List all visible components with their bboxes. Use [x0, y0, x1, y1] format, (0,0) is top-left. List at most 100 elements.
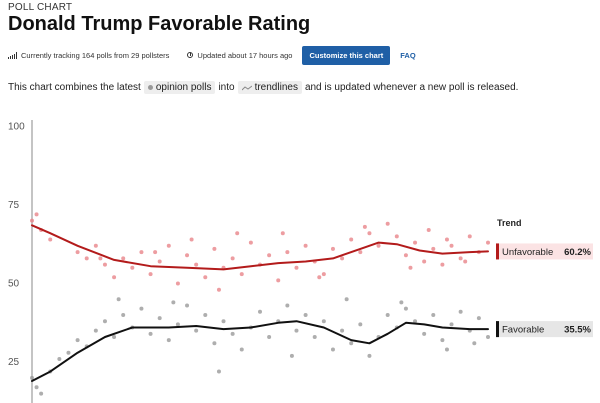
favorable-poll-point: [486, 334, 490, 339]
favorable-poll-point: [289, 353, 294, 358]
favorable-poll-point: [66, 350, 71, 355]
unfavorable-poll-point: [349, 237, 354, 242]
favorable-poll-point: [349, 341, 354, 346]
unfavorable-poll-point: [467, 234, 472, 239]
unfavorable-poll-point: [340, 256, 345, 261]
unfavorable-poll-point: [189, 237, 194, 242]
y-tick-label: 50: [8, 279, 20, 290]
unfavorable-poll-point: [408, 265, 413, 270]
unfavorable-poll-point: [112, 275, 117, 280]
unfavorable-poll-point: [139, 250, 144, 255]
meta-bar: Currently tracking 164 polls from 29 pol…: [8, 45, 416, 65]
description-after: and is updated whenever a new poll is re…: [304, 82, 519, 93]
faq-link[interactable]: FAQ: [400, 50, 416, 60]
unfavorable-poll-point: [166, 243, 171, 248]
unfavorable-poll-point: [486, 240, 490, 245]
clock-icon: [187, 52, 194, 58]
unfavorable-poll-point: [444, 237, 449, 242]
favorability-chart: 100 75 50 25 Trend Unfavorable 60.2% Favorable 3…: [8, 120, 593, 403]
favorable-poll-point: [34, 385, 39, 390]
favorable-poll-point: [449, 322, 454, 327]
tracking-text: Currently tracking 164 polls from 29 pol…: [21, 50, 170, 60]
unfavorable-poll-point: [239, 272, 244, 277]
unfavorable-poll-point: [212, 246, 217, 251]
unfavorable-poll-point: [93, 243, 98, 248]
unfavorable-label-marker: [496, 243, 499, 260]
favorable-series-name: Favorable: [502, 325, 544, 336]
customize-chart-button[interactable]: Customize this chart: [302, 45, 391, 65]
favorable-poll-point: [399, 300, 404, 305]
unfavorable-poll-point: [362, 224, 367, 229]
favorable-poll-point: [212, 341, 217, 346]
favorable-poll-point: [422, 331, 427, 336]
favorable-poll-point: [267, 334, 272, 339]
favorable-poll-point: [157, 316, 162, 321]
unfavorable-poll-point: [449, 243, 454, 248]
unfavorable-poll-point: [385, 221, 390, 226]
unfavorable-poll-point: [280, 231, 285, 236]
unfavorable-poll-point: [394, 234, 399, 239]
favorable-poll-point: [203, 312, 208, 317]
favorable-poll-point: [385, 312, 390, 317]
unfavorable-poll-point: [75, 250, 80, 255]
unfavorable-poll-point: [235, 231, 240, 236]
opinion-polls-chip: opinion polls: [143, 81, 216, 94]
trendlines-label: trendlines: [254, 82, 298, 93]
unfavorable-poll-point: [276, 278, 281, 283]
trendlines-chip: trendlines: [237, 81, 302, 94]
favorable-poll-point: [294, 328, 299, 333]
opinion-polls-label: opinion polls: [155, 82, 212, 93]
favorable-poll-point: [175, 322, 180, 327]
unfavorable-poll-point: [431, 246, 436, 251]
favorable-poll-point: [403, 306, 408, 311]
unfavorable-poll-point: [98, 256, 103, 261]
unfavorable-poll-point: [203, 275, 208, 280]
favorable-trendline: [31, 320, 489, 382]
legend-title: Trend: [497, 218, 522, 228]
favorable-poll-point: [112, 334, 117, 339]
favorable-poll-point: [344, 297, 349, 302]
favorable-poll-point: [285, 303, 290, 308]
favorable-poll-point: [75, 338, 80, 343]
favorable-poll-point: [413, 319, 418, 324]
unfavorable-label-background: [496, 243, 593, 260]
unfavorable-poll-point: [267, 253, 272, 258]
favorable-poll-point: [57, 356, 62, 361]
favorable-label-background: [496, 321, 593, 338]
unfavorable-poll-point: [403, 253, 408, 258]
favorable-poll-point: [230, 331, 235, 336]
favorable-poll-point: [166, 338, 171, 343]
updated-text: Updated about 17 hours ago: [197, 50, 293, 60]
description-middle: into: [218, 82, 235, 93]
unfavorable-poll-point: [175, 281, 180, 286]
poll-chart-eyebrow: POLL CHART: [8, 2, 73, 13]
unfavorable-poll-point: [367, 231, 372, 236]
unfavorable-poll-point: [422, 259, 427, 264]
unfavorable-poll-point: [30, 218, 34, 223]
unfavorable-poll-point: [148, 272, 153, 277]
unfavorable-poll-point: [321, 272, 326, 277]
favorable-poll-point: [444, 347, 449, 352]
y-tick-label: 25: [8, 357, 20, 368]
unfavorable-poll-point: [440, 262, 445, 267]
unfavorable-poll-point: [102, 262, 107, 267]
favorable-poll-point: [171, 300, 176, 305]
favorable-poll-point: [239, 347, 244, 352]
unfavorable-poll-point: [376, 243, 381, 248]
favorable-poll-point: [116, 297, 121, 302]
y-tick-label: 75: [8, 200, 20, 211]
favorable-poll-point: [102, 319, 107, 324]
unfavorable-poll-point: [185, 253, 190, 258]
unfavorable-poll-point: [413, 240, 418, 245]
favorable-poll-point: [148, 331, 153, 336]
unfavorable-poll-point: [294, 265, 299, 270]
page-title: Donald Trump Favorable Rating: [8, 13, 311, 35]
favorable-poll-point: [440, 338, 445, 343]
y-tick-label: 100: [8, 121, 25, 132]
favorable-poll-point: [458, 309, 463, 314]
unfavorable-poll-point: [463, 259, 468, 264]
favorable-poll-point: [330, 347, 335, 352]
favorable-poll-point: [121, 312, 126, 317]
favorable-poll-point: [431, 312, 436, 317]
unfavorable-series-name: Unfavorable: [502, 247, 553, 258]
